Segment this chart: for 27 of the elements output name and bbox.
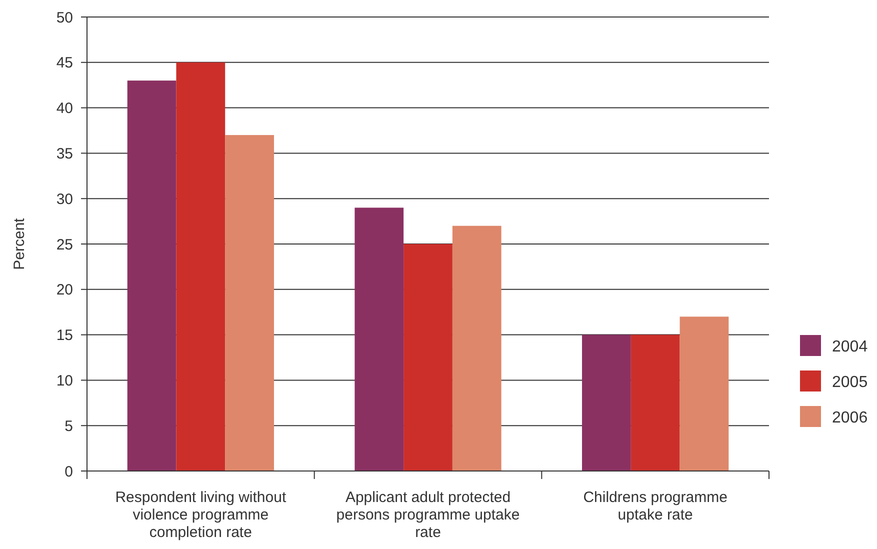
bar xyxy=(225,135,274,471)
y-tick-label: 40 xyxy=(56,100,73,118)
y-tick-label: 20 xyxy=(56,282,73,299)
y-tick-label: 25 xyxy=(56,236,73,254)
legend-label: 2005 xyxy=(832,374,868,392)
bar xyxy=(680,316,729,471)
y-tick-label: 5 xyxy=(64,418,73,435)
y-tick-label: 0 xyxy=(64,463,73,480)
bar xyxy=(404,244,452,471)
bar xyxy=(127,80,176,471)
y-axis-title: Percent xyxy=(11,217,28,270)
bar xyxy=(354,208,404,471)
legend-label: 2006 xyxy=(832,410,868,427)
y-tick-label: 10 xyxy=(56,372,73,390)
y-tick-label: 15 xyxy=(56,327,73,344)
x-tick-label: Childrens programme uptake rate xyxy=(583,489,728,524)
bar xyxy=(452,226,502,471)
y-tick-label: 30 xyxy=(56,190,73,208)
legend-label: 2004 xyxy=(832,338,868,356)
x-tick-label: Applicant adult protected persons programme uptake rate xyxy=(336,489,520,541)
y-tick-label: 35 xyxy=(56,145,73,162)
y-tick-label: 45 xyxy=(56,54,73,72)
y-tick-label: 50 xyxy=(56,9,73,26)
bar xyxy=(630,334,680,471)
bar xyxy=(582,334,631,471)
x-tick-label: Respondent living without violence programme completion rate xyxy=(115,489,287,541)
bar xyxy=(176,62,226,471)
